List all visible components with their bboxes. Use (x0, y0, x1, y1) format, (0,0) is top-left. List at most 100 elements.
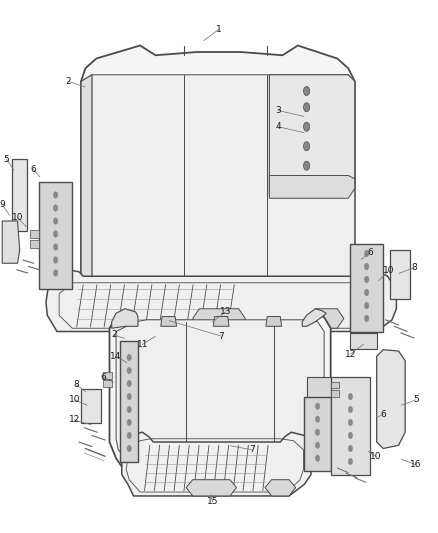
Polygon shape (302, 309, 326, 326)
Circle shape (364, 302, 369, 309)
Polygon shape (12, 159, 27, 231)
Circle shape (348, 406, 353, 413)
Polygon shape (85, 75, 355, 319)
Circle shape (348, 445, 353, 452)
Circle shape (127, 445, 131, 452)
Text: 10: 10 (69, 395, 80, 404)
Polygon shape (39, 182, 72, 289)
Text: 7: 7 (218, 332, 224, 341)
Text: 6: 6 (367, 248, 373, 257)
Text: 13: 13 (220, 308, 231, 317)
Text: 10: 10 (12, 213, 23, 222)
Text: 10: 10 (383, 266, 395, 275)
Text: 9: 9 (0, 200, 6, 209)
Polygon shape (307, 377, 331, 465)
Polygon shape (331, 390, 339, 397)
Circle shape (304, 161, 310, 171)
Circle shape (127, 367, 131, 374)
Circle shape (348, 432, 353, 439)
Circle shape (127, 419, 131, 426)
Polygon shape (269, 175, 355, 198)
Text: 14: 14 (110, 352, 122, 361)
Text: 5: 5 (413, 395, 419, 404)
Circle shape (53, 205, 58, 211)
Polygon shape (110, 313, 331, 471)
Circle shape (53, 192, 58, 198)
Circle shape (127, 406, 131, 413)
Polygon shape (266, 317, 282, 326)
Text: 16: 16 (410, 461, 422, 469)
Polygon shape (120, 341, 138, 462)
Polygon shape (81, 389, 101, 423)
Circle shape (304, 103, 310, 112)
Text: 6: 6 (380, 409, 386, 418)
Circle shape (348, 458, 353, 465)
Circle shape (53, 244, 58, 251)
Text: 2: 2 (65, 77, 71, 86)
Polygon shape (30, 230, 39, 238)
Circle shape (53, 218, 58, 224)
Circle shape (304, 86, 310, 95)
Circle shape (364, 276, 369, 282)
Circle shape (53, 231, 58, 237)
Polygon shape (390, 251, 410, 299)
Text: 8: 8 (411, 263, 417, 272)
Text: 6: 6 (30, 165, 36, 174)
Polygon shape (265, 480, 296, 496)
Text: 11: 11 (137, 340, 148, 349)
Polygon shape (350, 333, 377, 349)
Polygon shape (103, 373, 112, 379)
Polygon shape (2, 221, 20, 263)
Text: 4: 4 (276, 122, 281, 131)
Circle shape (348, 393, 353, 400)
Text: 12: 12 (69, 415, 80, 424)
Polygon shape (81, 75, 92, 299)
Polygon shape (186, 480, 237, 496)
Polygon shape (304, 397, 331, 471)
Polygon shape (161, 317, 177, 326)
Circle shape (364, 315, 369, 322)
Text: 2: 2 (111, 330, 117, 339)
Polygon shape (377, 350, 405, 448)
Circle shape (304, 122, 310, 131)
Circle shape (304, 142, 310, 151)
Text: 8: 8 (74, 381, 80, 389)
Polygon shape (331, 382, 339, 388)
Circle shape (364, 251, 369, 257)
Text: 7: 7 (249, 445, 255, 454)
Polygon shape (116, 320, 324, 465)
Circle shape (348, 419, 353, 426)
Circle shape (127, 393, 131, 400)
Polygon shape (213, 317, 229, 326)
Circle shape (315, 416, 320, 423)
Text: 3: 3 (275, 106, 281, 115)
Circle shape (364, 289, 369, 296)
Polygon shape (350, 244, 383, 332)
Polygon shape (46, 270, 396, 332)
Circle shape (127, 380, 131, 387)
Text: 12: 12 (345, 350, 356, 359)
Text: 6: 6 (100, 373, 106, 382)
Circle shape (364, 263, 369, 270)
Text: 5: 5 (4, 155, 10, 164)
Text: 10: 10 (370, 452, 381, 461)
Circle shape (315, 403, 320, 409)
Text: 15: 15 (207, 497, 218, 506)
Polygon shape (103, 380, 112, 387)
Polygon shape (30, 240, 39, 248)
Polygon shape (331, 377, 370, 474)
Circle shape (53, 257, 58, 263)
Text: 1: 1 (216, 25, 222, 34)
Circle shape (315, 442, 320, 448)
Polygon shape (72, 45, 368, 328)
Circle shape (315, 429, 320, 435)
Circle shape (127, 354, 131, 361)
Polygon shape (112, 309, 138, 328)
Polygon shape (193, 309, 245, 328)
Polygon shape (122, 432, 311, 496)
Circle shape (127, 432, 131, 439)
Polygon shape (269, 75, 355, 195)
Circle shape (53, 270, 58, 276)
Circle shape (315, 455, 320, 462)
Polygon shape (309, 309, 344, 328)
